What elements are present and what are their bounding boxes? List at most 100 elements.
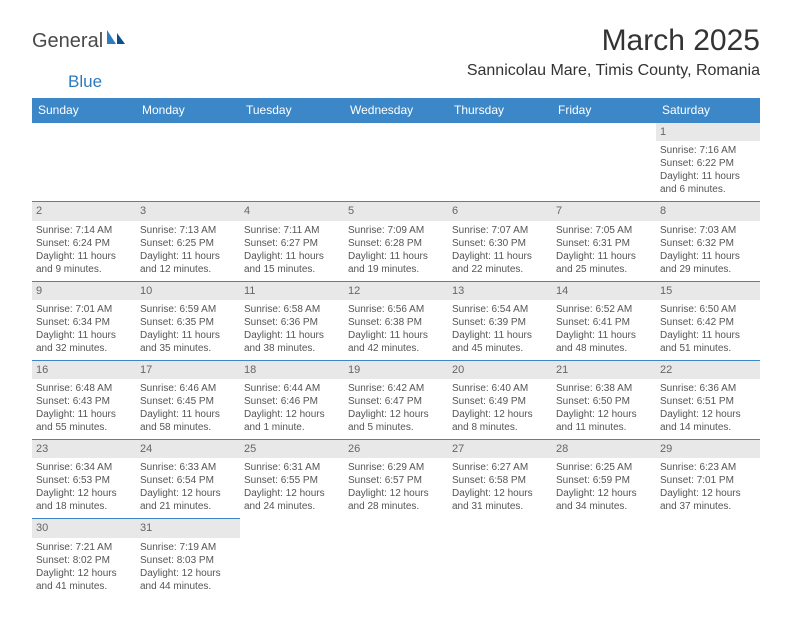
cell-line: Sunrise: 6:27 AM [452,461,548,474]
calendar-cell: 30Sunrise: 7:21 AMSunset: 8:02 PMDayligh… [32,519,136,598]
day-header: Friday [552,98,656,123]
cell-line: Daylight: 12 hours [660,487,756,500]
day-number: 18 [240,361,344,379]
calendar-cell: 29Sunrise: 6:23 AMSunset: 7:01 PMDayligh… [656,440,760,519]
calendar-cell: 2Sunrise: 7:14 AMSunset: 6:24 PMDaylight… [32,202,136,281]
cell-line: Daylight: 11 hours [36,250,132,263]
calendar-cell-empty [240,519,344,598]
calendar-cell: 16Sunrise: 6:48 AMSunset: 6:43 PMDayligh… [32,360,136,439]
day-header: Saturday [656,98,760,123]
cell-line: and 48 minutes. [556,342,652,355]
cell-line: and 1 minute. [244,421,340,434]
cell-line: Sunset: 6:59 PM [556,474,652,487]
calendar-cell: 19Sunrise: 6:42 AMSunset: 6:47 PMDayligh… [344,360,448,439]
cell-line: Sunrise: 7:19 AM [140,541,236,554]
cell-line: Sunset: 6:32 PM [660,237,756,250]
day-number: 21 [552,361,656,379]
cell-line: Sunset: 6:51 PM [660,395,756,408]
cell-line: and 14 minutes. [660,421,756,434]
cell-line: Daylight: 11 hours [140,250,236,263]
cell-line: Daylight: 12 hours [244,487,340,500]
day-number: 2 [32,202,136,220]
day-number: 17 [136,361,240,379]
day-header: Wednesday [344,98,448,123]
cell-line: Sunset: 6:34 PM [36,316,132,329]
day-header: Monday [136,98,240,123]
cell-line: Sunrise: 6:40 AM [452,382,548,395]
calendar-cell: 5Sunrise: 7:09 AMSunset: 6:28 PMDaylight… [344,202,448,281]
cell-line: Daylight: 12 hours [348,408,444,421]
calendar-cell: 20Sunrise: 6:40 AMSunset: 6:49 PMDayligh… [448,360,552,439]
calendar-cell: 13Sunrise: 6:54 AMSunset: 6:39 PMDayligh… [448,281,552,360]
day-number: 3 [136,202,240,220]
day-number: 20 [448,361,552,379]
cell-line: Sunset: 6:54 PM [140,474,236,487]
cell-line: and 31 minutes. [452,500,548,513]
cell-line: Sunrise: 6:31 AM [244,461,340,474]
cell-line: Sunrise: 7:11 AM [244,224,340,237]
cell-line: and 21 minutes. [140,500,236,513]
day-number: 10 [136,282,240,300]
day-number [136,123,240,141]
day-number: 1 [656,123,760,141]
cell-line: and 18 minutes. [36,500,132,513]
cell-line: Daylight: 11 hours [36,329,132,342]
cell-line: Sunrise: 6:29 AM [348,461,444,474]
cell-line: Sunset: 6:24 PM [36,237,132,250]
day-number [240,519,344,537]
calendar-cell: 27Sunrise: 6:27 AMSunset: 6:58 PMDayligh… [448,440,552,519]
cell-line: Sunset: 6:42 PM [660,316,756,329]
cell-line: Sunrise: 6:59 AM [140,303,236,316]
cell-line: Daylight: 11 hours [556,250,652,263]
cell-line: Sunrise: 6:36 AM [660,382,756,395]
cell-line: and 58 minutes. [140,421,236,434]
day-header: Sunday [32,98,136,123]
logo-text-2: Blue [68,72,102,91]
cell-line: Daylight: 12 hours [452,408,548,421]
day-number: 24 [136,440,240,458]
calendar-cell: 1Sunrise: 7:16 AMSunset: 6:22 PMDaylight… [656,123,760,202]
calendar-cell: 24Sunrise: 6:33 AMSunset: 6:54 PMDayligh… [136,440,240,519]
cell-line: Daylight: 12 hours [348,487,444,500]
calendar-cell: 11Sunrise: 6:58 AMSunset: 6:36 PMDayligh… [240,281,344,360]
cell-line: Sunset: 6:47 PM [348,395,444,408]
cell-line: and 28 minutes. [348,500,444,513]
cell-line: Sunset: 6:27 PM [244,237,340,250]
cell-line: Sunset: 6:46 PM [244,395,340,408]
cell-line: and 55 minutes. [36,421,132,434]
day-number: 28 [552,440,656,458]
calendar-cell: 12Sunrise: 6:56 AMSunset: 6:38 PMDayligh… [344,281,448,360]
day-number: 19 [344,361,448,379]
calendar-cell: 15Sunrise: 6:50 AMSunset: 6:42 PMDayligh… [656,281,760,360]
day-number: 9 [32,282,136,300]
cell-line: and 37 minutes. [660,500,756,513]
day-number: 7 [552,202,656,220]
day-number: 8 [656,202,760,220]
cell-line: and 45 minutes. [452,342,548,355]
cell-line: Sunset: 7:01 PM [660,474,756,487]
cell-line: Daylight: 11 hours [348,329,444,342]
logo-text-1: General [32,30,103,53]
cell-line: Sunrise: 7:09 AM [348,224,444,237]
cell-line: and 32 minutes. [36,342,132,355]
cell-line: and 5 minutes. [348,421,444,434]
logo-sail-icon [105,28,127,51]
day-number: 29 [656,440,760,458]
calendar-cell: 6Sunrise: 7:07 AMSunset: 6:30 PMDaylight… [448,202,552,281]
cell-line: Sunrise: 7:03 AM [660,224,756,237]
calendar-row: 16Sunrise: 6:48 AMSunset: 6:43 PMDayligh… [32,360,760,439]
day-number [656,519,760,537]
cell-line: Daylight: 12 hours [140,567,236,580]
cell-line: and 22 minutes. [452,263,548,276]
day-number [32,123,136,141]
calendar-cell-empty [552,123,656,202]
day-number [344,519,448,537]
calendar-cell: 7Sunrise: 7:05 AMSunset: 6:31 PMDaylight… [552,202,656,281]
calendar-row: 2Sunrise: 7:14 AMSunset: 6:24 PMDaylight… [32,202,760,281]
calendar-cell: 18Sunrise: 6:44 AMSunset: 6:46 PMDayligh… [240,360,344,439]
cell-line: Sunset: 6:45 PM [140,395,236,408]
day-number: 13 [448,282,552,300]
cell-line: Daylight: 12 hours [244,408,340,421]
cell-line: Daylight: 11 hours [140,408,236,421]
cell-line: Daylight: 12 hours [140,487,236,500]
